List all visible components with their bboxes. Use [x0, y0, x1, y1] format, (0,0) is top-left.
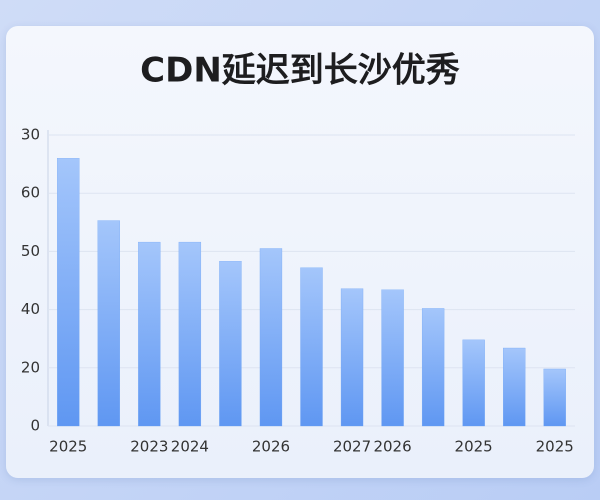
x-tick-label: 2025 [49, 438, 87, 456]
y-tick-label: 0 [30, 417, 40, 435]
chart-title: CDN延迟到长沙优秀 [140, 51, 460, 91]
y-tick-label: 30 [21, 126, 40, 144]
bar [543, 368, 566, 427]
y-tick-label: 40 [21, 300, 40, 318]
x-tick-label: 2027 [333, 438, 371, 456]
y-tick-label: 50 [21, 242, 40, 260]
x-tick-label: 2023 [130, 438, 168, 456]
x-tick-label: 2026 [373, 438, 411, 456]
bar [381, 289, 404, 427]
x-tick-label: 2025 [455, 438, 493, 456]
bar [178, 241, 202, 427]
x-tick-label: 2025 [536, 438, 574, 456]
y-tick-label: 20 [21, 358, 40, 376]
bar [219, 261, 242, 427]
bar [138, 241, 161, 427]
x-tick-label: 2026 [252, 438, 290, 456]
bar [340, 288, 364, 427]
bar [300, 267, 323, 427]
x-tick-label: 2024 [171, 438, 209, 456]
bar [259, 248, 283, 427]
y-tick-label: 60 [21, 184, 40, 202]
bar [462, 339, 485, 427]
bar [421, 308, 445, 427]
bar [57, 158, 80, 427]
bar [503, 347, 526, 427]
bar [97, 220, 120, 427]
